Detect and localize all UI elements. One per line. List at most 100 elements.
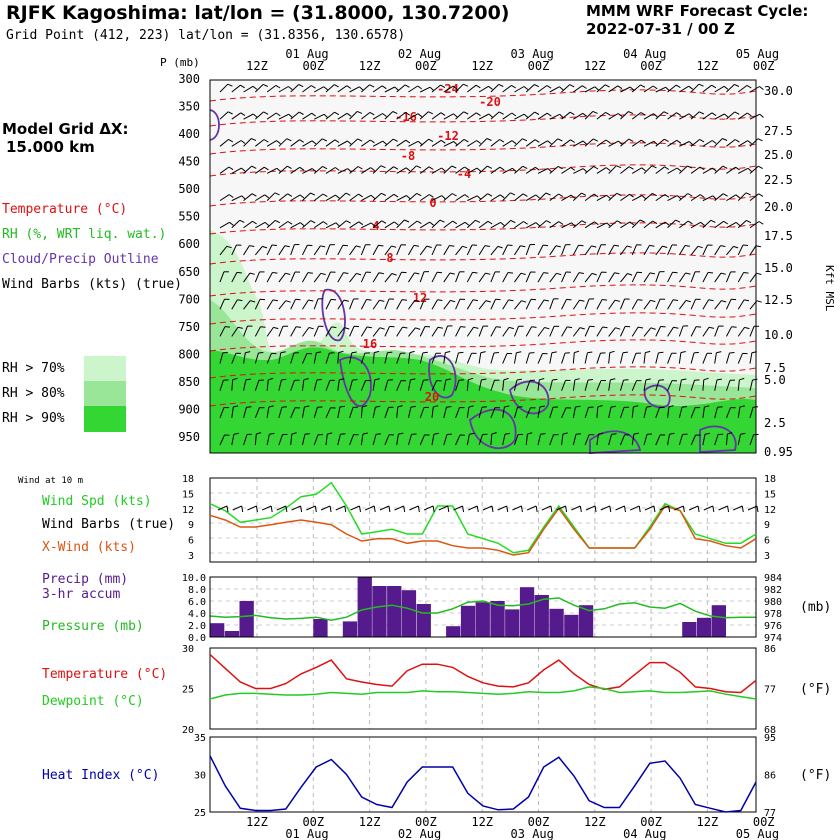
wind-barb (349, 138, 363, 147)
surface-wind-barb-shaft (497, 505, 507, 511)
wind-barb-flag (650, 327, 656, 330)
wind-barb-shaft (596, 271, 602, 283)
wind-barb (690, 407, 701, 419)
wind-barb-shaft (572, 327, 581, 337)
wind-barb (537, 168, 552, 174)
wind-barb (313, 434, 324, 446)
wind-barb (325, 271, 336, 283)
wind-barb-flag (287, 193, 293, 197)
surface-wind-barb-flag (520, 505, 523, 513)
wind-barb-shaft (549, 298, 554, 310)
wind-barb (714, 165, 728, 174)
bottom-hour-label: 12Z (471, 815, 493, 829)
wind-barb-flag (578, 244, 584, 247)
wind-barb-shaft (231, 195, 242, 202)
bottom-hour-label: 12Z (697, 815, 719, 829)
wind-barb-shaft (514, 138, 523, 147)
wind-barb-shaft (466, 299, 474, 310)
wind-barb-flag (346, 112, 352, 117)
wind-barb-shaft (337, 299, 345, 310)
wind-barb-flag (476, 167, 482, 172)
wind-barb-flag (369, 84, 375, 88)
wind-barb (290, 379, 300, 391)
wind-barb (620, 86, 635, 93)
wind-barb-flag (511, 84, 516, 89)
wind-barb (360, 432, 368, 446)
surface-wind-barb-flag (638, 505, 641, 513)
wind-barb-flag (351, 351, 357, 354)
wind-barb (667, 299, 679, 310)
surface-wind-barb-flag (344, 505, 347, 513)
wind-barb (514, 86, 529, 93)
wind-barb-shaft (619, 379, 624, 391)
surface-wind-barb-flag (550, 505, 553, 513)
wind-barb-flag (275, 112, 281, 117)
wind-barb-shaft (349, 379, 353, 391)
wind-barb-flag (463, 138, 469, 143)
wind-barb-shaft (667, 406, 670, 418)
wind-barb (584, 138, 599, 147)
wind-barb (655, 298, 666, 310)
wind-barb (266, 167, 281, 174)
wind-barb-flag (276, 167, 281, 172)
wind-barb (726, 194, 741, 202)
wind-barb-flag (481, 406, 487, 408)
wind-barb (478, 378, 487, 391)
wind-barb-flag (597, 405, 603, 408)
wind-barb (302, 168, 317, 174)
wind-barb-shaft (231, 219, 241, 229)
precip-tick-left: 4.0 (188, 609, 206, 620)
wind-barb-flag (284, 245, 290, 248)
wind-barb-shaft (467, 112, 477, 120)
wind-barb (408, 140, 423, 147)
precip-tick-left: 2.0 (188, 621, 206, 632)
temperature-contour-label: -20 (479, 95, 501, 109)
temperature-contour-8 (209, 312, 757, 325)
wind-barb (573, 112, 588, 120)
surface-wind-barb-shaft (585, 505, 596, 511)
wind-barb-shaft (325, 111, 335, 120)
wind-barb-flag (233, 432, 239, 435)
surface-wind-barb-shaft (291, 505, 301, 511)
wind-barb-shaft (525, 380, 531, 391)
wind-barb-flag (429, 86, 435, 91)
wind-barb-flag (699, 166, 705, 171)
wind-barb-shaft (549, 166, 559, 174)
wind-barb (219, 298, 230, 310)
wind-barb-shaft (384, 326, 390, 337)
wind-barb (302, 327, 314, 337)
wind-barb-shaft (678, 379, 682, 391)
wind-barb (408, 327, 421, 337)
wind-barb-flag (440, 84, 446, 89)
wind-barb-flag (246, 406, 252, 408)
wind-barb-shaft (431, 272, 438, 283)
wind-barb (690, 298, 701, 310)
wind-barb-flag (698, 83, 704, 87)
wind-barb-shaft (349, 298, 354, 310)
wind-barb (655, 111, 669, 120)
wind-barb-shaft (478, 113, 490, 120)
wind-barb-flag (616, 220, 622, 224)
wind-barb (537, 353, 548, 364)
wind-barb-flag (534, 139, 540, 143)
wind-barb-shaft (337, 112, 348, 120)
wind-barb (749, 378, 758, 391)
wind-tick-left: 6 (188, 536, 194, 547)
wind-barb-flag (582, 112, 588, 117)
wind-barb-flag (310, 192, 316, 196)
wind-barb-flag (256, 432, 262, 435)
precip-panel-frame (209, 576, 757, 638)
wind-barb-flag (320, 272, 326, 276)
wind-barb-shaft (243, 245, 250, 256)
wind-barb (596, 244, 607, 256)
wind-barb-shaft (584, 166, 595, 174)
wind-barb-flag (429, 221, 434, 226)
wind-barb-flag (437, 299, 443, 301)
wind-barb-shaft (408, 327, 416, 337)
wind-barb-shaft (290, 380, 295, 391)
wind-barb (726, 83, 740, 93)
wind-barb (384, 111, 398, 120)
cross-section-panel: -24-20-16-12-8-4048121620300350400450500… (160, 56, 836, 459)
wind-barb-shaft (384, 166, 394, 174)
surface-wind-barb-shaft (350, 505, 360, 511)
